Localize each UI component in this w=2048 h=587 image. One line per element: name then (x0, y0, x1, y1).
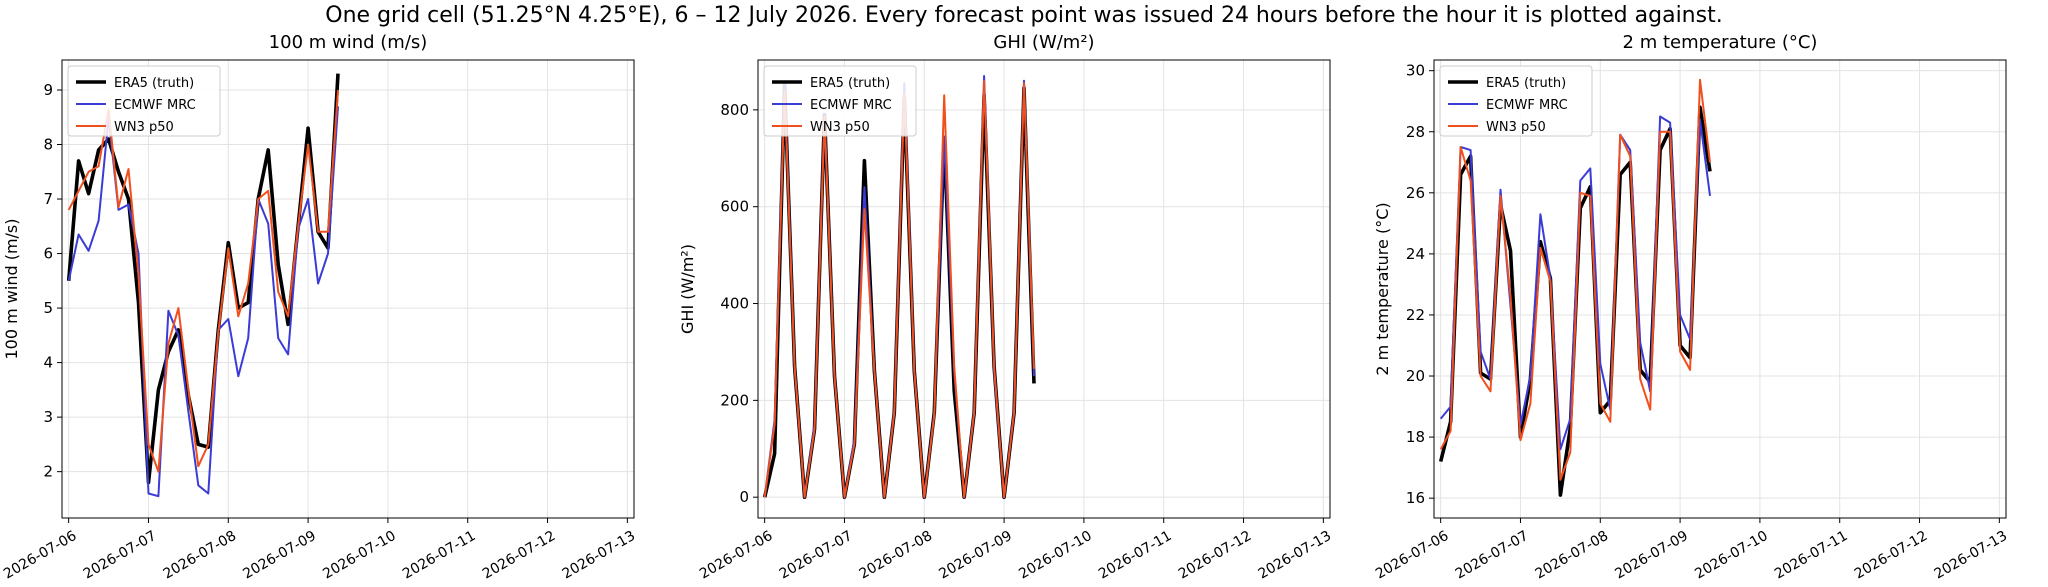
y-tick-label: 600 (720, 198, 749, 216)
y-tick-label: 7 (43, 190, 53, 208)
x-tick-label: 2026-07-06 (1, 528, 80, 583)
x-tick-label: 2026-07-06 (1373, 528, 1452, 583)
x-tick-label: 2026-07-07 (81, 528, 159, 583)
x-tick-label: 2026-07-07 (1453, 528, 1531, 583)
chart-panel-2: 2026-07-06 2026-07-07 2026-07-08 2026-07-09… (678, 32, 1334, 582)
axes-frame (1433, 59, 2007, 519)
legend-label: ERA5 (truth) (114, 76, 194, 91)
x-tick-label: 2026-07-09 (240, 528, 318, 583)
y-tick-label: 16 (1406, 489, 1425, 507)
y-tick-label: 4 (43, 354, 53, 372)
x-tick-label: 2026-07-10 (320, 528, 398, 583)
legend-label: ERA5 (truth) (1486, 76, 1566, 91)
x-tick-label: 2026-07-11 (1772, 528, 1850, 583)
x-tick-label: 2026-07-06 (697, 528, 776, 583)
axes-frame (61, 59, 635, 519)
y-tick-label: 18 (1406, 428, 1425, 446)
y-tick-label: 800 (720, 101, 749, 119)
chart-title: 2 m temperature (°C) (1623, 32, 1818, 53)
y-tick-label: 28 (1406, 123, 1425, 141)
x-tick-label: 2026-07-10 (1692, 528, 1770, 583)
legend-label: WN3 p50 (114, 120, 174, 135)
y-tick-label: 9 (43, 81, 53, 99)
x-tick-label: 2026-07-13 (1932, 528, 2010, 583)
y-tick-label: 26 (1406, 184, 1425, 202)
y-tick-label: 200 (720, 391, 749, 409)
y-axis-label: 100 m wind (m/s) (2, 218, 21, 359)
x-tick-label: 2026-07-08 (857, 528, 935, 583)
y-axis-label: GHI (W/m²) (678, 244, 697, 334)
y-tick-label: 0 (739, 488, 749, 506)
legend-label: ECMWF MRC (1486, 98, 1568, 113)
series-line-wn3-p50 (763, 79, 1035, 499)
axes-frame (757, 59, 1331, 519)
y-tick-label: 3 (43, 408, 53, 426)
series-line-wn3-p50 (67, 89, 339, 473)
legend-label: WN3 p50 (1486, 120, 1546, 135)
x-tick-label: 2026-07-08 (1533, 528, 1611, 583)
x-tick-label: 2026-07-13 (560, 528, 638, 583)
legend-label: ERA5 (truth) (810, 76, 890, 91)
chart-panel-3: 2026-07-06 2026-07-07 2026-07-08 2026-07-09… (1373, 32, 2010, 582)
y-tick-label: 8 (43, 136, 53, 154)
x-tick-label: 2026-07-11 (1096, 528, 1174, 583)
x-tick-label: 2026-07-07 (777, 528, 855, 583)
x-tick-label: 2026-07-08 (161, 528, 239, 583)
x-tick-label: 2026-07-09 (1612, 528, 1690, 583)
y-tick-label: 6 (43, 245, 53, 263)
series-line-wn3-p50 (1439, 78, 1711, 481)
y-axis-label: 2 m temperature (°C) (1373, 202, 1392, 375)
y-tick-label: 20 (1406, 367, 1425, 385)
y-tick-label: 2 (43, 463, 53, 481)
x-tick-label: 2026-07-09 (936, 528, 1014, 583)
y-tick-label: 24 (1406, 245, 1425, 263)
chart-title: GHI (W/m²) (993, 32, 1094, 53)
y-tick-label: 400 (720, 295, 749, 313)
y-tick-label: 22 (1406, 306, 1425, 324)
x-tick-label: 2026-07-12 (1852, 528, 1930, 583)
x-tick-label: 2026-07-12 (1176, 528, 1254, 583)
chart-title: 100 m wind (m/s) (269, 32, 428, 53)
x-tick-label: 2026-07-11 (400, 528, 478, 583)
chart-panel-1: 2026-07-06 2026-07-07 2026-07-08 2026-07-09… (1, 32, 638, 582)
x-tick-label: 2026-07-13 (1256, 528, 1334, 583)
x-tick-label: 2026-07-10 (1016, 528, 1094, 583)
legend-label: ECMWF MRC (810, 98, 892, 113)
x-tick-label: 2026-07-12 (480, 528, 558, 583)
figure-suptitle: One grid cell (51.25°N 4.25°E), 6 – 12 J… (325, 3, 1723, 28)
legend-label: ECMWF MRC (114, 98, 196, 113)
y-tick-label: 5 (43, 299, 53, 317)
legend-label: WN3 p50 (810, 120, 870, 135)
y-tick-label: 30 (1406, 62, 1425, 80)
